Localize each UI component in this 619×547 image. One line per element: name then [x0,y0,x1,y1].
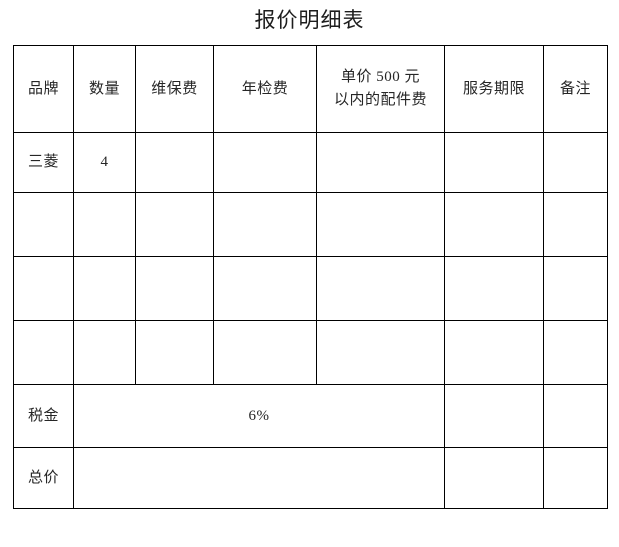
cell-total-remark[interactable] [543,447,608,509]
column-header-parts: 单价 500 元 以内的配件费 [316,45,445,133]
column-header-period: 服务期限 [444,45,544,133]
cell-maint[interactable] [135,320,214,385]
column-header-remark: 备注 [543,45,608,133]
cell-remark[interactable] [543,132,608,193]
cell-brand[interactable] [13,320,74,385]
column-header-qty: 数量 [73,45,136,133]
cell-brand[interactable] [13,256,74,321]
cell-maint[interactable] [135,192,214,257]
cell-remark[interactable] [543,320,608,385]
column-header-maint: 维保费 [135,45,214,133]
cell-period[interactable] [444,192,544,257]
cell-qty[interactable]: 4 [73,132,136,193]
cell-tax-value[interactable]: 6% [73,384,445,448]
row-label-total: 总价 [13,447,74,509]
table-row [13,320,608,385]
cell-remark[interactable] [543,256,608,321]
cell-qty[interactable] [73,256,136,321]
table-row [13,192,608,257]
row-label-tax: 税金 [13,384,74,448]
cell-inspect[interactable] [213,320,317,385]
table-row [13,256,608,321]
quote-details-table: 品牌 数量 维保费 年检费 单价 500 元 以内的配件费 服务期限 备注 三菱… [13,45,608,509]
total-row: 总价 [13,447,608,509]
cell-remark[interactable] [543,192,608,257]
table-row: 三菱 4 [13,132,608,193]
cell-inspect[interactable] [213,256,317,321]
column-header-inspect: 年检费 [213,45,317,133]
page-title: 报价明细表 [254,8,365,32]
cell-brand[interactable]: 三菱 [13,132,74,193]
cell-total-period[interactable] [444,447,544,509]
cell-tax-period[interactable] [444,384,544,448]
cell-parts[interactable] [316,192,445,257]
column-header-parts-line1: 单价 500 元 [340,69,420,85]
cell-maint[interactable] [135,256,214,321]
cell-total-value[interactable] [73,447,445,509]
cell-parts[interactable] [316,320,445,385]
cell-tax-remark[interactable] [543,384,608,448]
cell-period[interactable] [444,132,544,193]
cell-inspect[interactable] [213,192,317,257]
cell-qty[interactable] [73,192,136,257]
table-header-row: 品牌 数量 维保费 年检费 单价 500 元 以内的配件费 服务期限 备注 [13,45,608,133]
cell-period[interactable] [444,320,544,385]
column-header-parts-line2: 以内的配件费 [333,92,427,108]
cell-period[interactable] [444,256,544,321]
cell-parts[interactable] [316,256,445,321]
cell-qty[interactable] [73,320,136,385]
column-header-brand: 品牌 [13,45,74,133]
cell-brand[interactable] [13,192,74,257]
tax-row: 税金 6% [13,384,608,448]
cell-parts[interactable] [316,132,445,193]
cell-inspect[interactable] [213,132,317,193]
cell-maint[interactable] [135,132,214,193]
